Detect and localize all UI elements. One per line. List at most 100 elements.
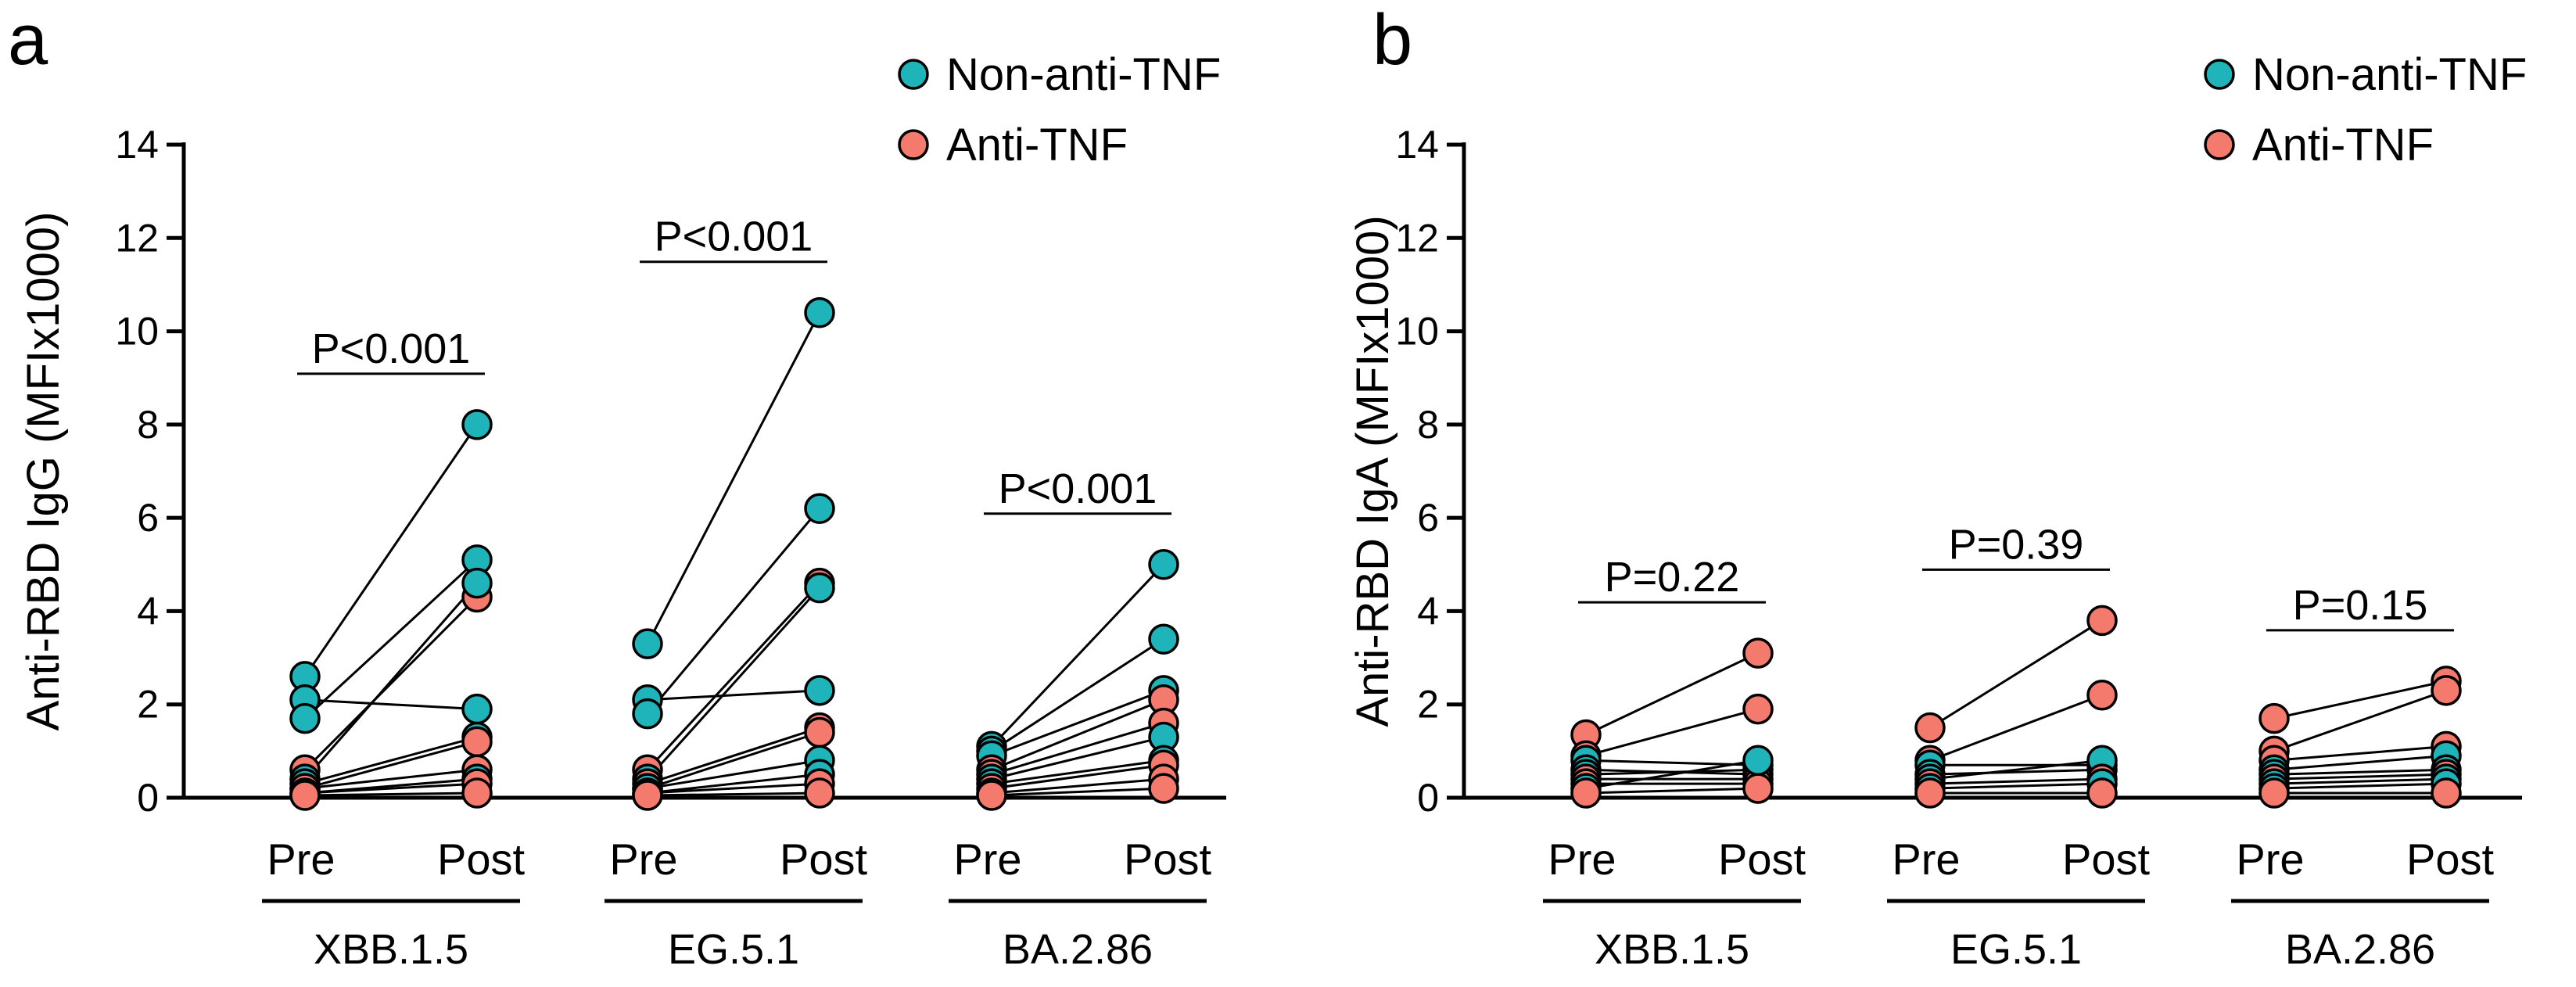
post-point — [2431, 777, 2462, 809]
legend-label: Anti-TNF — [2252, 120, 2434, 170]
post-point — [1742, 693, 1774, 725]
group-label: BA.2.86 — [2285, 926, 2435, 973]
pre-point — [632, 780, 663, 811]
pair-connector — [1585, 768, 1759, 776]
y-tick-label: 10 — [115, 310, 159, 354]
pre-point — [1914, 712, 1946, 744]
y-tick-label: 10 — [1395, 310, 1439, 354]
condition-label-post: Post — [1124, 834, 1211, 884]
group-xbb-1-5: P=0.22 Pre Post XBB.1.5 — [1543, 554, 1806, 973]
pair-connector — [2273, 773, 2447, 781]
y-axis-title: Anti-RBD IgA (MFIx1000) — [1347, 215, 1398, 727]
legend-marker-non-anti-tnf — [2204, 59, 2235, 90]
pvalue-label: P=0.39 — [1949, 521, 2084, 568]
post-point — [804, 572, 835, 604]
post-point — [2086, 777, 2118, 809]
pvalue-label: P=0.15 — [2293, 582, 2428, 629]
pair-connector — [647, 791, 820, 797]
legend: Non-anti-TNF Anti-TNF — [2204, 49, 2527, 170]
pair-connector — [991, 759, 1164, 785]
legend-marker-non-anti-tnf — [898, 59, 929, 90]
y-tick-label: 4 — [1417, 589, 1439, 633]
legend-label: Non-anti-TNF — [946, 49, 1221, 100]
pvalue-label: P<0.001 — [999, 465, 1157, 512]
condition-label-post: Post — [2406, 834, 2494, 884]
pair-connector — [1585, 708, 1759, 757]
condition-label-post: Post — [780, 834, 867, 884]
pair-connector — [647, 782, 820, 795]
pair-connector — [1929, 777, 2103, 785]
pair-connector — [646, 312, 821, 644]
y-tick-label: 8 — [1417, 403, 1439, 447]
condition-label-pre: Pre — [953, 834, 1021, 884]
condition-label-pre: Pre — [609, 834, 677, 884]
post-point — [1742, 773, 1774, 804]
group-eg-5-1: P<0.001 Pre Post EG.5.1 — [605, 214, 867, 973]
pair-connector — [303, 596, 479, 771]
condition-label-pre: Pre — [1892, 834, 1960, 884]
legend-label: Non-anti-TNF — [2252, 49, 2527, 100]
pair-connector — [2273, 689, 2447, 752]
group-label: BA.2.86 — [1003, 926, 1153, 973]
group-label: EG.5.1 — [1950, 926, 2082, 973]
post-point — [804, 675, 835, 706]
post-point — [804, 777, 835, 809]
pair-connector — [1929, 768, 2103, 776]
group-label: EG.5.1 — [668, 926, 799, 973]
pair-connector — [991, 722, 1164, 776]
pvalue-label: P=0.22 — [1605, 554, 1740, 601]
pre-point — [632, 698, 663, 730]
condition-label-pre: Pre — [1548, 834, 1616, 884]
pair-connector — [647, 689, 820, 702]
pair-connector — [303, 582, 479, 781]
post-point — [804, 296, 835, 328]
pre-point — [2258, 777, 2290, 809]
post-point — [804, 493, 835, 524]
post-point — [2431, 675, 2462, 706]
pair-connector — [2273, 745, 2447, 762]
y-tick-label: 12 — [115, 216, 159, 260]
pair-connector — [304, 740, 478, 790]
post-point — [461, 567, 493, 599]
pair-connector — [304, 791, 478, 797]
y-tick-label: 14 — [1395, 123, 1439, 167]
pair-connector — [303, 558, 479, 720]
pair-connector — [2273, 768, 2447, 776]
group-label: XBB.1.5 — [1595, 926, 1749, 973]
pair-connector — [304, 768, 478, 790]
pair-connector — [1929, 782, 2103, 790]
pre-point — [2258, 702, 2290, 734]
pre-point — [632, 628, 663, 659]
pair-connector — [991, 763, 1164, 790]
y-tick-label: 4 — [137, 589, 159, 633]
pair-connector — [991, 637, 1164, 752]
pair-connector — [1929, 694, 2103, 762]
post-point — [461, 409, 493, 440]
pair-connector — [1585, 787, 1759, 795]
group-ba-2-86: P<0.001 Pre Post BA.2.86 — [949, 465, 1211, 973]
condition-label-post: Post — [1718, 834, 1806, 884]
post-point — [461, 726, 493, 758]
group-label: XBB.1.5 — [314, 926, 468, 973]
legend: Non-anti-TNF Anti-TNF — [898, 49, 1221, 170]
pair-connector — [1929, 759, 2103, 781]
pair-connector — [991, 787, 1164, 797]
pair-connector — [2273, 777, 2447, 785]
panel-b: b 0 2 4 6 8 10 12 14 Anti-RBD IgA (MFIx1000) P=0.2… — [1347, 0, 2527, 973]
pair-connector — [304, 736, 478, 785]
post-point — [2086, 680, 2118, 711]
pair-connector — [303, 424, 479, 677]
pair-connector — [304, 698, 478, 711]
pre-point — [976, 780, 1007, 811]
y-tick-label: 14 — [115, 123, 159, 167]
y-tick-label: 8 — [137, 403, 159, 447]
y-tick-label: 6 — [137, 496, 159, 540]
post-point — [1742, 745, 1774, 777]
pair-connector — [991, 698, 1164, 771]
y-tick-label: 0 — [1417, 776, 1439, 820]
pair-connector — [646, 582, 821, 771]
condition-label-pre: Pre — [267, 834, 335, 884]
post-point — [1148, 549, 1179, 580]
condition-label-post: Post — [2062, 834, 2150, 884]
